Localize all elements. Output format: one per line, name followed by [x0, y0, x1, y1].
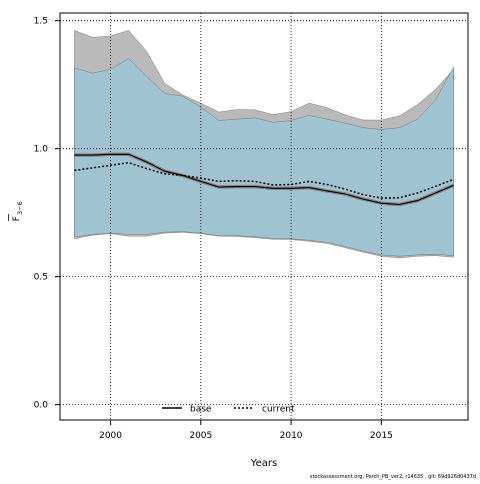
y-axis-label-main: F — [12, 216, 22, 221]
y-tick-label: 0.0 — [34, 401, 49, 411]
line-base — [74, 153, 454, 206]
x-tick-label: 2015 — [370, 431, 393, 441]
series-lines — [74, 152, 455, 207]
band-current — [74, 58, 454, 257]
y-tick-label: 0.5 — [34, 273, 48, 283]
y-tick-label: 1.0 — [34, 145, 49, 155]
x-axis: 2000 2005 2010 2015 — [99, 420, 393, 441]
x-tick-label: 2005 — [189, 431, 212, 441]
confidence-bands — [74, 30, 454, 259]
y-axis-label-subscript: 3−6 — [16, 201, 24, 215]
legend: base current — [162, 405, 295, 415]
grid — [60, 13, 468, 420]
x-tick-label: 2010 — [280, 431, 303, 441]
y-axis-label: F 3−6 — [8, 201, 24, 221]
x-tick-label: 2000 — [99, 431, 122, 441]
legend-label-current: current — [262, 405, 295, 415]
y-axis: 0.0 0.5 1.0 1.5 — [34, 17, 60, 411]
legend-label-base: base — [190, 405, 212, 415]
x-axis-label: Years — [250, 458, 277, 469]
line-current — [74, 161, 454, 199]
y-tick-label: 1.5 — [34, 17, 48, 27]
footer-attribution: stockassessment.org, Perch_PB_ver2, r146… — [310, 474, 476, 480]
plot-frame — [59, 12, 469, 421]
